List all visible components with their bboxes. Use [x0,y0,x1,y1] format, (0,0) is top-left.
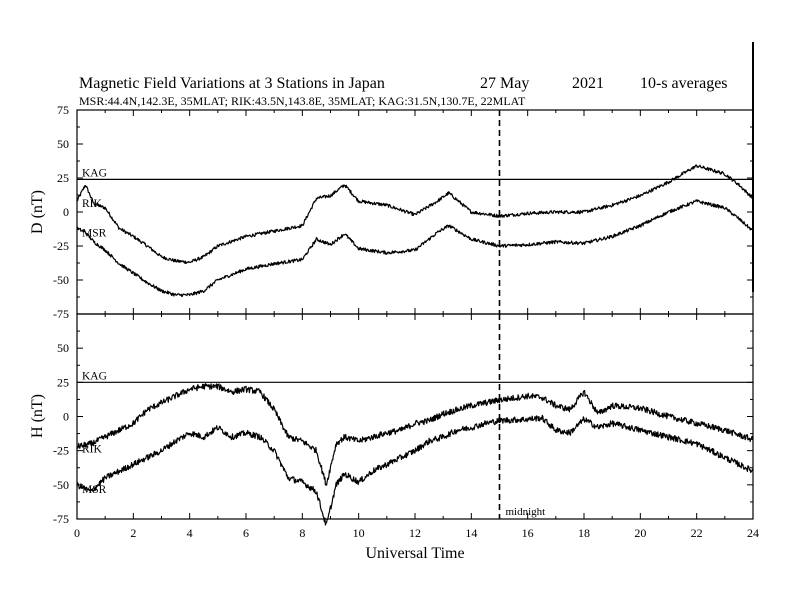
y-tick-label: 75 [57,103,69,117]
station-label-msr: MSR [82,484,107,496]
y-tick-label: -25 [53,444,69,458]
series-line-msr [76,199,754,298]
station-label-rik: RIK [82,198,103,210]
x-tick-label: 12 [409,526,421,540]
x-tick-label: 8 [299,526,305,540]
x-tick-label: 16 [522,526,534,540]
station-coordinates: MSR:44.4N,142.3E, 35MLAT; RIK:43.5N,143.… [79,94,526,108]
x-tick-label: 0 [74,526,80,540]
station-label-kag: KAG [82,167,107,179]
y-tick-label: 25 [57,171,69,185]
station-label-rik: RIK [82,444,103,456]
series-line-msr [76,414,754,526]
x-tick-label: 4 [187,526,193,540]
chart-averaging: 10-s averages [640,75,728,92]
y-tick-label: -25 [53,239,69,253]
x-tick-label: 20 [634,526,646,540]
x-axis-title: Universal Time [365,545,464,562]
x-tick-label: 22 [691,526,703,540]
chart-title: Magnetic Field Variations at 3 Stations … [79,75,385,92]
d-axis-title: D (nT) [29,190,46,234]
series-line-rik [76,164,754,265]
h-axis-title: H (nT) [29,394,46,438]
chart-year: 2021 [572,75,604,92]
y-tick-label: 50 [57,341,69,355]
y-tick-label: 25 [57,375,69,389]
midnight-label: midnight [506,506,546,518]
d-component-panel: D (nT) [29,109,754,315]
station-label-msr: MSR [82,227,107,239]
x-tick-label: 10 [353,526,365,540]
x-tick-label: 6 [243,526,249,540]
y-tick-label: 0 [63,410,69,424]
x-tick-label: 24 [747,526,759,540]
d-panel-frame [76,109,754,315]
h-panel-frame [76,313,754,520]
y-tick-label: -50 [53,478,69,492]
y-tick-label: 0 [63,205,69,219]
y-tick-label: 50 [57,137,69,151]
x-tick-label: 2 [130,526,136,540]
h-component-panel: H (nT) [29,313,754,520]
station-label-kag: KAG [82,370,107,382]
chart-date: 27 May [480,75,529,92]
y-tick-label: -50 [53,273,69,287]
y-tick-label: -75 [53,307,69,321]
series-line-rik [76,383,754,486]
x-tick-label: 18 [578,526,590,540]
y-tick-label: -75 [53,512,69,526]
x-tick-label: 14 [465,526,477,540]
